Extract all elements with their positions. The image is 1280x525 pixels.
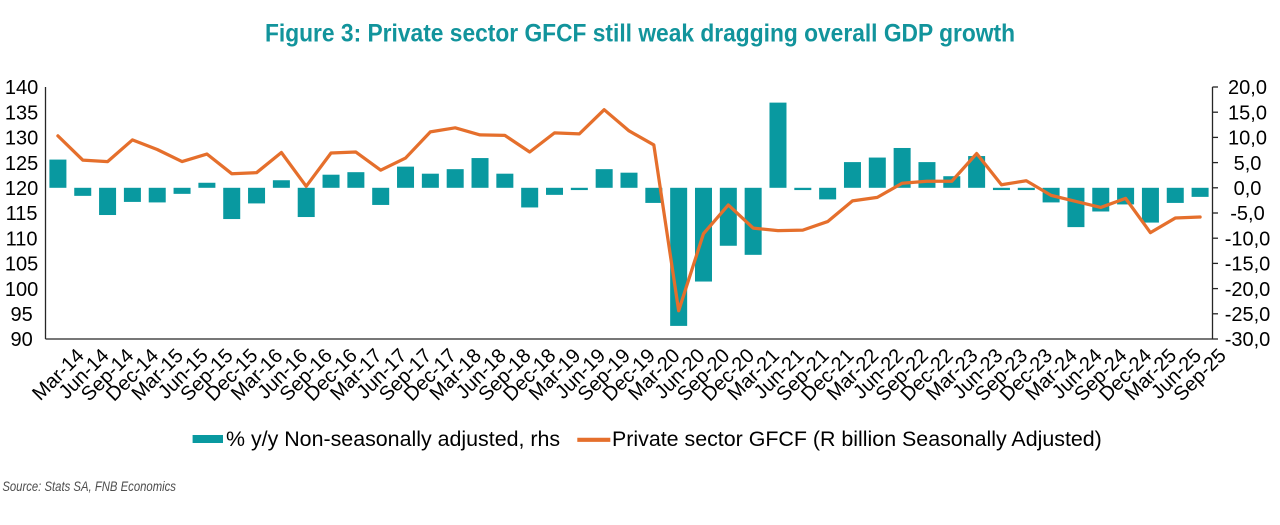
svg-text:5,0: 5,0 (1234, 153, 1262, 175)
svg-text:0,0: 0,0 (1234, 178, 1262, 200)
svg-text:% y/y Non-seasonally adjusted,: % y/y Non-seasonally adjusted, rhs (226, 427, 560, 451)
svg-text:100: 100 (5, 279, 38, 301)
svg-text:20,0: 20,0 (1228, 77, 1267, 99)
svg-text:125: 125 (5, 153, 38, 175)
svg-text:120: 120 (5, 178, 38, 200)
svg-text:-5,0: -5,0 (1230, 203, 1264, 225)
svg-text:135: 135 (5, 102, 38, 124)
svg-text:-15,0: -15,0 (1225, 254, 1271, 276)
svg-text:95: 95 (10, 304, 32, 326)
svg-text:Private sector GFCF (R billion: Private sector GFCF (R billion Seasonall… (612, 427, 1102, 451)
svg-text:Figure 3: Private sector GFCF: Figure 3: Private sector GFCF still weak… (265, 20, 1015, 48)
svg-text:105: 105 (5, 254, 38, 276)
svg-text:Source: Stats SA, FNB Economic: Source: Stats SA, FNB Economics (2, 478, 176, 494)
svg-text:110: 110 (6, 228, 38, 250)
svg-text:90: 90 (10, 329, 32, 351)
svg-text:-10,0: -10,0 (1225, 228, 1271, 250)
svg-text:-20,0: -20,0 (1225, 279, 1271, 301)
svg-text:15,0: 15,0 (1228, 102, 1267, 124)
svg-text:115: 115 (6, 203, 38, 225)
svg-text:-25,0: -25,0 (1225, 304, 1271, 326)
svg-text:10,0: 10,0 (1228, 128, 1267, 150)
svg-text:-30,0: -30,0 (1225, 329, 1271, 351)
svg-text:130: 130 (5, 128, 38, 150)
svg-text:140: 140 (5, 77, 38, 99)
